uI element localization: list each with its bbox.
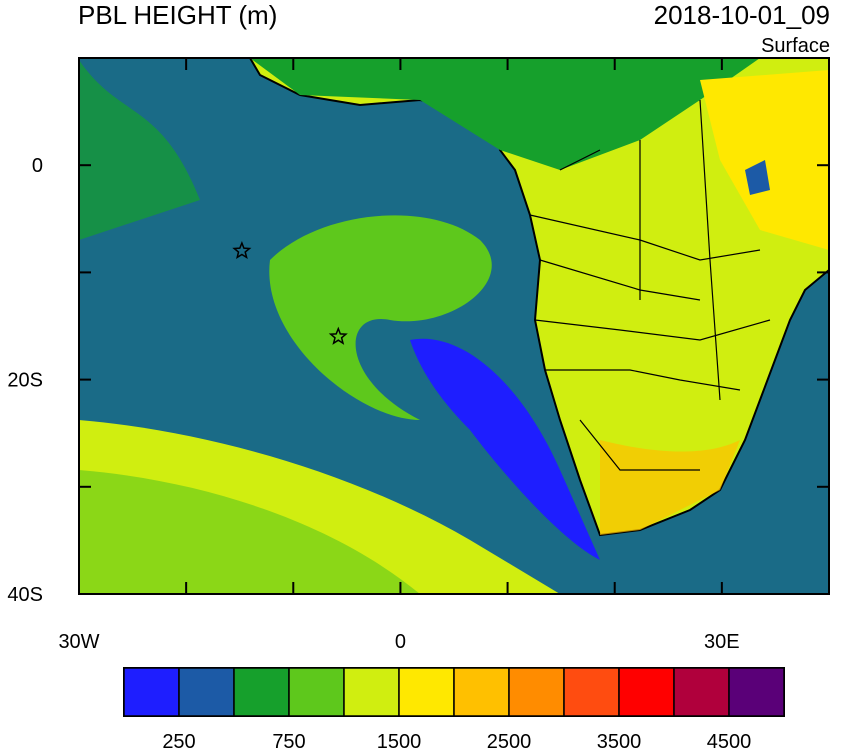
colorbar-box	[508, 667, 565, 717]
central-africa	[250, 58, 760, 170]
x-tick-label: 30E	[704, 631, 740, 653]
colorbar-box	[618, 667, 675, 717]
colorbar-label: 2500	[487, 731, 532, 750]
colorbar-box	[123, 667, 180, 717]
x-tick-label: 30W	[58, 631, 99, 653]
star-marker	[328, 326, 348, 345]
low-band	[410, 338, 600, 560]
level-label: Surface	[761, 35, 830, 57]
colorbar-box	[673, 667, 730, 717]
x-tick-label: 0	[395, 631, 406, 653]
east-africa	[700, 70, 829, 250]
colorbar-box	[728, 667, 785, 717]
map-field	[79, 58, 829, 594]
colorbar-label: 1500	[377, 731, 422, 750]
title: PBL HEIGHT (m)	[78, 0, 277, 30]
y-tick-label: 40S	[7, 584, 43, 606]
colorbar-label: 250	[162, 731, 195, 750]
colorbar-box	[398, 667, 455, 717]
y-tick-label: 0	[32, 155, 43, 177]
borders	[529, 99, 771, 471]
colorbar-label: 3500	[597, 731, 642, 750]
star-marker	[232, 240, 252, 260]
cloud-region	[269, 215, 492, 420]
southern-band-inner	[79, 470, 420, 594]
colorbar-box	[343, 667, 400, 717]
colorbar-box	[563, 667, 620, 717]
y-tick-label: 20S	[7, 370, 43, 392]
colorbar-label: 4500	[707, 731, 752, 750]
colorbar-label: 750	[272, 731, 305, 750]
colorbar-box	[453, 667, 510, 717]
colorbar-box	[233, 667, 290, 717]
nw-region	[79, 60, 200, 240]
lake	[745, 160, 770, 195]
south-africa	[600, 440, 740, 535]
colorbar-box	[288, 667, 345, 717]
colorbar-box	[178, 667, 235, 717]
time-label: 2018-10-01_09	[654, 0, 830, 30]
map-frame	[78, 57, 830, 595]
